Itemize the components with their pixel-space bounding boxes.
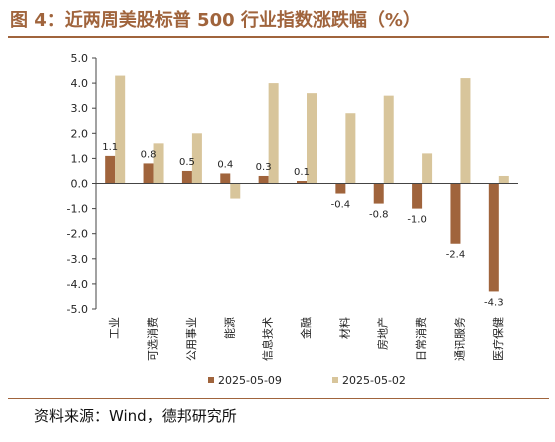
bar-2025-05-09 [143, 163, 154, 184]
bar-2025-05-02 [345, 113, 356, 184]
bar-2025-05-02 [460, 78, 471, 184]
bar-2025-05-02 [230, 183, 241, 199]
data-labels: 1.1 0.8 0.5 0.4 0.3 0.1 -0.4 -0.8 -1.0 -2.4 -4.3 [102, 142, 503, 309]
data-label: -1.0 [407, 215, 427, 226]
bar-2025-05-02 [191, 133, 202, 184]
x-tick-label: 房地产 [376, 317, 390, 350]
x-tick-label: 金融 [299, 317, 313, 339]
x-tick-label: 可选消费 [146, 317, 160, 361]
x-tick-label: 材料 [337, 317, 351, 339]
source-note: 资料来源：Wind，德邦研究所 [34, 407, 237, 425]
data-label: 0.5 [179, 157, 195, 168]
y-axis: 5.0 4.0 3.0 2.0 1.0 0.0 -1.0 -2.0 -3.0 -4.0 -5.0 [67, 52, 97, 316]
data-label: 0.1 [294, 167, 310, 178]
data-label: 0.4 [217, 159, 233, 170]
bar-2025-05-09 [297, 180, 307, 184]
bar-2025-05-09 [258, 175, 269, 184]
bar-2025-05-02 [115, 75, 126, 184]
y-tick-label: 3.0 [71, 102, 89, 115]
bar-2025-05-02 [498, 175, 509, 184]
data-label: -0.8 [369, 210, 389, 221]
data-label: 1.1 [102, 142, 118, 153]
x-axis: 工业 可选消费 公用事业 能源 信息技术 金融 材料 房地产 日常消费 通讯服务 医疗保健 [96, 183, 518, 361]
data-label: 0.8 [141, 149, 157, 160]
y-tick-label: -3.0 [67, 253, 88, 266]
y-tick-label: -5.0 [67, 303, 88, 316]
bar-2025-05-09 [220, 173, 231, 184]
bar-2025-05-02 [422, 153, 433, 184]
y-tick-label: 4.0 [71, 77, 89, 90]
bar-2025-05-02 [153, 143, 164, 184]
y-tick-label: -2.0 [67, 228, 88, 241]
title-divider [8, 36, 549, 38]
x-tick-label: 信息技术 [261, 317, 275, 361]
bar-2025-05-02 [268, 83, 279, 184]
bar-2025-05-09 [412, 183, 423, 209]
x-tick-label: 工业 [108, 317, 121, 339]
bar-2025-05-09 [373, 183, 384, 204]
y-tick-label: 0.0 [71, 178, 89, 191]
y-tick-label: -1.0 [67, 203, 88, 216]
x-tick-label: 能源 [222, 317, 236, 339]
y-tick-label: 2.0 [71, 127, 89, 140]
chart-title: 图 4：近两周美股标普 500 行业指数涨跌幅（%） [10, 10, 421, 31]
legend-label: 2025-05-02 [342, 374, 406, 387]
bar-2025-05-09 [105, 155, 116, 184]
bar-2025-05-02 [307, 93, 317, 184]
y-tick-label: 1.0 [71, 152, 89, 165]
bar-2025-05-09 [450, 183, 461, 244]
data-label: -0.4 [331, 200, 351, 211]
bar-2025-05-02 [383, 95, 394, 184]
y-tick-label: 5.0 [71, 52, 89, 65]
footer-divider [8, 398, 549, 399]
bar-2025-05-09 [335, 183, 346, 194]
legend-label: 2025-05-09 [218, 374, 282, 387]
legend: 2025-05-09 2025-05-02 [208, 374, 406, 387]
x-tick-label: 通讯服务 [453, 317, 466, 361]
x-tick-label: 医疗保健 [491, 317, 505, 361]
bar-2025-05-09 [181, 170, 192, 184]
bar-chart: 5.0 4.0 3.0 2.0 1.0 0.0 -1.0 -2.0 -3.0 -4.0 -5.0 1… [67, 52, 518, 387]
bar-2025-05-09 [488, 183, 499, 292]
data-label: -4.3 [484, 297, 504, 308]
x-tick-label: 日常消费 [414, 317, 428, 361]
data-label: 0.3 [256, 162, 272, 173]
y-tick-label: -4.0 [67, 278, 88, 291]
legend-swatch [208, 377, 214, 383]
data-label: -2.4 [446, 250, 466, 261]
legend-swatch [332, 377, 338, 383]
x-tick-label: 公用事业 [185, 317, 198, 361]
bars [105, 75, 509, 292]
